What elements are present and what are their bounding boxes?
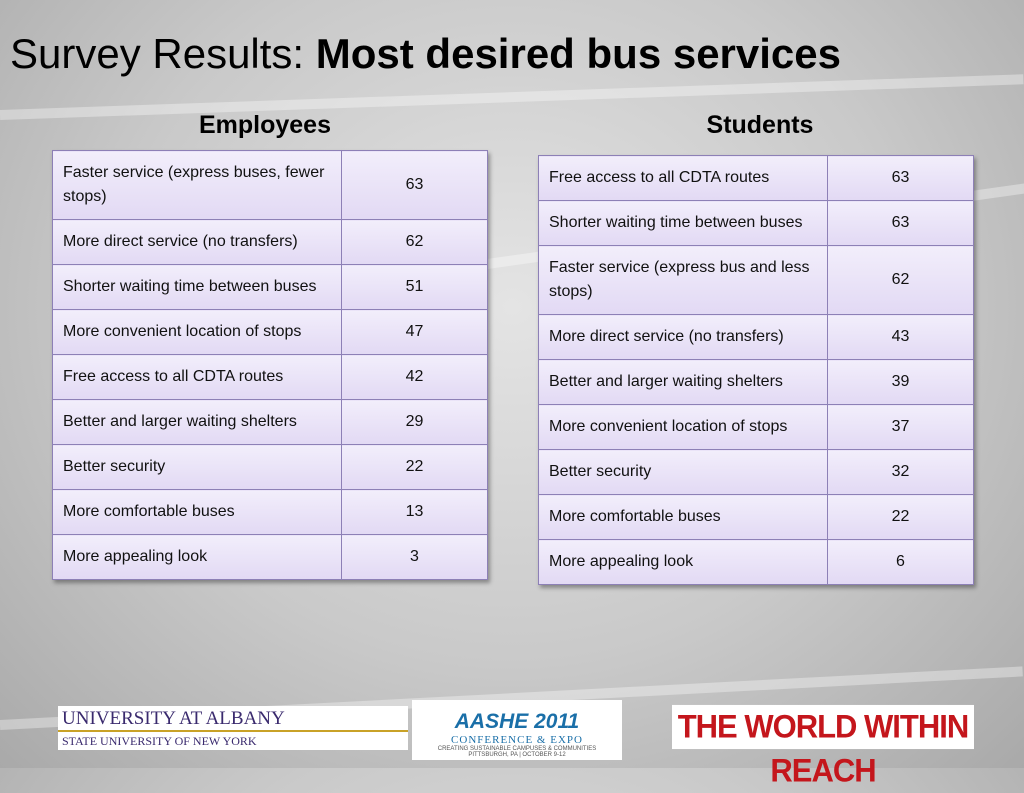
table-body: Free access to all CDTA routes 63 Shorter … <box>538 155 974 585</box>
count-cell: 47 <box>341 309 488 355</box>
albany-line2: STATE UNIVERSITY OF NEW YORK <box>62 734 257 748</box>
count-cell: 62 <box>827 245 974 315</box>
albany-logo: UNIVERSITY AT ALBANY STATE UNIVERSITY OF… <box>58 706 408 750</box>
table-row: Better and larger waiting shelters 29 <box>52 399 488 445</box>
table-heading: Students <box>706 111 814 139</box>
slide-title: Survey Results: Most desired bus service… <box>10 30 841 78</box>
table-row: More direct service (no transfers) 43 <box>538 314 974 360</box>
aashe-name: AASHE 2011 <box>454 710 580 733</box>
table-row: More appealing look 3 <box>52 534 488 580</box>
count-cell: 63 <box>341 150 488 220</box>
table-row: Free access to all CDTA routes 42 <box>52 354 488 400</box>
count-cell: 43 <box>827 314 974 360</box>
service-cell: More appealing look <box>538 539 828 585</box>
count-cell: 62 <box>341 219 488 265</box>
students-table: Free access to all CDTA routes 63 Shorter … <box>538 155 974 585</box>
service-cell: Shorter waiting time between buses <box>52 264 342 310</box>
table-row: Faster service (express buses, fewer sto… <box>52 150 488 220</box>
count-cell: 37 <box>827 404 974 450</box>
table-row: More comfortable buses 22 <box>538 494 974 540</box>
aashe-line1: CONFERENCE & EXPO <box>451 734 583 746</box>
employees-table: Faster service (express buses, fewer sto… <box>52 150 488 580</box>
count-cell: 39 <box>827 359 974 405</box>
service-cell: Free access to all CDTA routes <box>538 155 828 201</box>
count-cell: 63 <box>827 155 974 201</box>
albany-line1: UNIVERSITY AT ALBANY <box>58 706 408 732</box>
count-cell: 3 <box>341 534 488 580</box>
table-row: Better and larger waiting shelters 39 <box>538 359 974 405</box>
service-cell: More convenient location of stops <box>52 309 342 355</box>
table-row: Shorter waiting time between buses 63 <box>538 200 974 246</box>
table-row: More comfortable buses 13 <box>52 489 488 535</box>
service-cell: Better and larger waiting shelters <box>52 399 342 445</box>
service-cell: Better security <box>52 444 342 490</box>
count-cell: 22 <box>827 494 974 540</box>
aashe-logo: AASHE 2011 CONFERENCE & EXPO CREATING SU… <box>412 700 622 760</box>
table-row: More convenient location of stops 37 <box>538 404 974 450</box>
table-row: More convenient location of stops 47 <box>52 309 488 355</box>
service-cell: Faster service (express buses, fewer sto… <box>52 150 342 220</box>
table-row: Free access to all CDTA routes 63 <box>538 155 974 201</box>
aashe-line2: CREATING SUSTAINABLE CAMPUSES & COMMUNIT… <box>437 746 597 752</box>
slogan: THE WORLD WITHIN REACH <box>672 704 974 789</box>
count-cell: 32 <box>827 449 974 495</box>
count-cell: 29 <box>341 399 488 445</box>
service-cell: More appealing look <box>52 534 342 580</box>
table-row: More appealing look 6 <box>538 539 974 585</box>
count-cell: 51 <box>341 264 488 310</box>
count-cell: 6 <box>827 539 974 585</box>
count-cell: 13 <box>341 489 488 535</box>
table-row: Faster service (express bus and less sto… <box>538 245 974 315</box>
service-cell: Shorter waiting time between buses <box>538 200 828 246</box>
service-cell: More comfortable buses <box>52 489 342 535</box>
count-cell: 63 <box>827 200 974 246</box>
service-cell: More comfortable buses <box>538 494 828 540</box>
service-cell: More convenient location of stops <box>538 404 828 450</box>
table-row: Better security 22 <box>52 444 488 490</box>
service-cell: Better security <box>538 449 828 495</box>
table-row: Shorter waiting time between buses 51 <box>52 264 488 310</box>
count-cell: 42 <box>341 354 488 400</box>
table-body: Faster service (express buses, fewer sto… <box>52 150 488 580</box>
service-cell: Better and larger waiting shelters <box>538 359 828 405</box>
title-normal: Survey Results: <box>10 30 305 77</box>
count-cell: 22 <box>341 444 488 490</box>
service-cell: More direct service (no transfers) <box>538 314 828 360</box>
service-cell: Faster service (express bus and less sto… <box>538 245 828 315</box>
service-cell: Free access to all CDTA routes <box>52 354 342 400</box>
table-row: Better security 32 <box>538 449 974 495</box>
aashe-line3: PITTSBURGH, PA | OCTOBER 9-12 <box>468 752 566 758</box>
table-row: More direct service (no transfers) 62 <box>52 219 488 265</box>
service-cell: More direct service (no transfers) <box>52 219 342 265</box>
title-bold: Most desired bus services <box>315 30 842 77</box>
table-heading: Employees <box>198 111 331 139</box>
